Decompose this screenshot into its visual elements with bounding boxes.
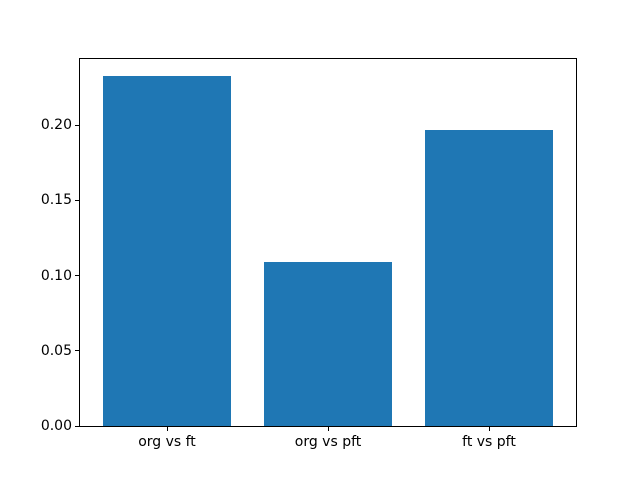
x-tick-label: ft vs pft — [462, 434, 516, 450]
bar-org-vs-ft — [102, 75, 232, 426]
y-tick-mark — [75, 350, 79, 352]
x-tick-label: org vs ft — [138, 434, 196, 450]
bar-ft-vs-pft — [424, 129, 554, 426]
x-tick-mark — [488, 427, 490, 431]
y-tick-label: 0.10 — [40, 267, 72, 284]
y-tick-label: 0.05 — [40, 342, 72, 359]
y-tick-mark — [75, 199, 79, 201]
bar-org-vs-pft — [263, 262, 393, 426]
y-tick-label: 0.15 — [40, 192, 72, 209]
x-tick-label: org vs pft — [294, 434, 362, 450]
y-tick-label: 0.00 — [40, 418, 72, 434]
plot-area — [79, 58, 577, 427]
x-tick-mark — [327, 427, 329, 431]
x-tick-mark — [166, 427, 168, 431]
y-tick-mark — [75, 275, 79, 277]
y-tick-mark — [75, 124, 79, 126]
y-tick-label: 0.20 — [40, 117, 72, 134]
y-tick-mark — [75, 425, 79, 427]
